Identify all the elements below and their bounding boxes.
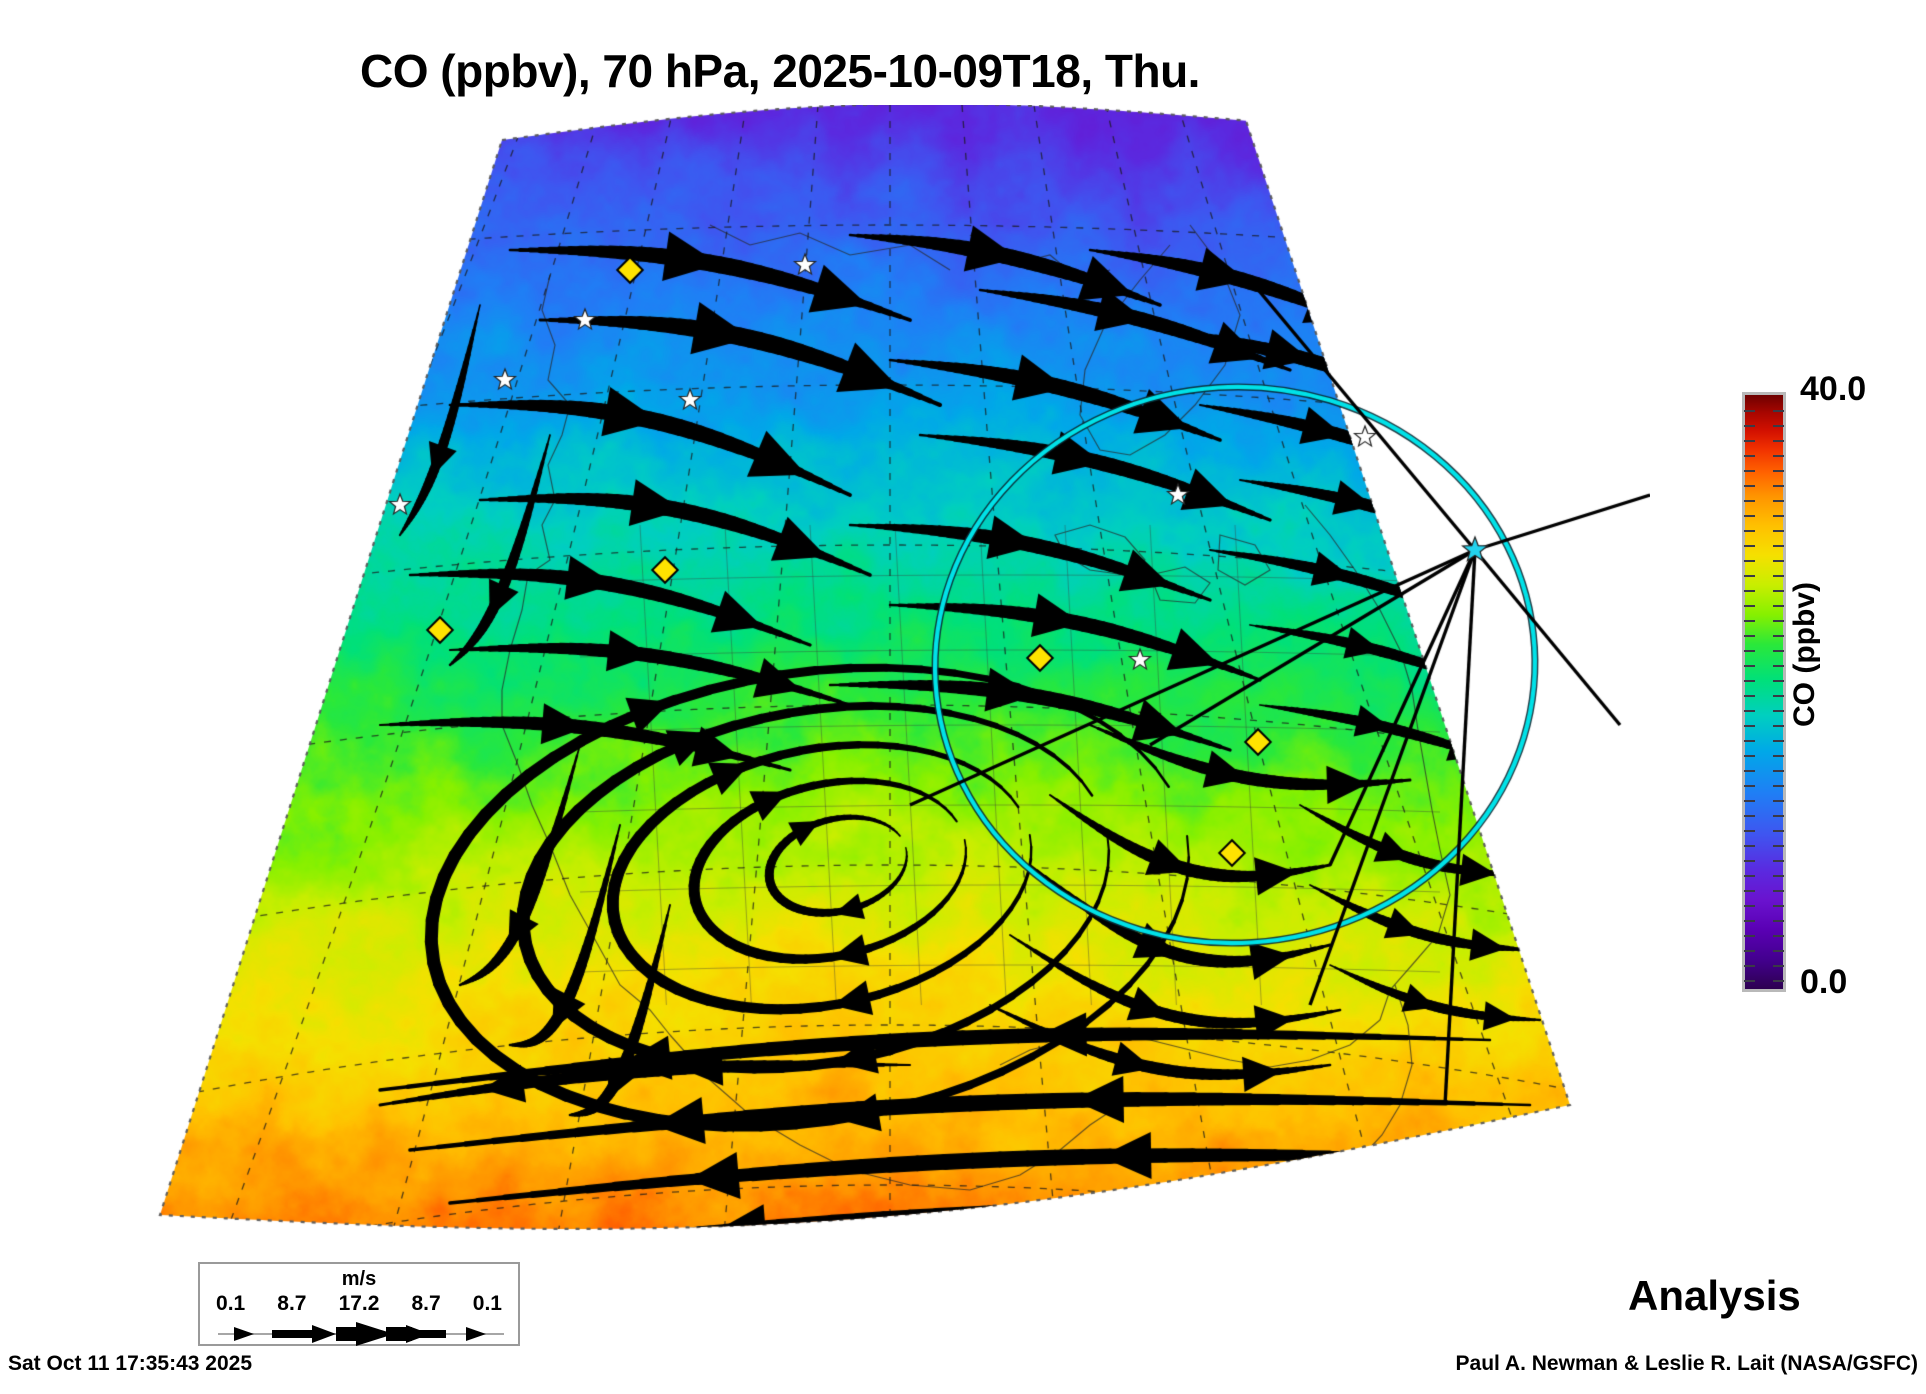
colorbar-tick <box>1773 800 1784 802</box>
wind-legend-value-0: 0.1 <box>216 1292 246 1315</box>
colorbar-tick <box>1773 830 1784 832</box>
colorbar-tick <box>1744 920 1755 922</box>
co-concentration-map[interactable] <box>150 105 1650 1255</box>
colorbar-tick <box>1744 485 1755 487</box>
colorbar-tick <box>1773 545 1784 547</box>
colorbar-tick <box>1773 635 1784 637</box>
colorbar-tick <box>1744 440 1755 442</box>
colorbar-tick <box>1773 485 1784 487</box>
colorbar-tick <box>1773 530 1784 532</box>
colorbar-tick <box>1773 980 1784 982</box>
colorbar-tick <box>1744 755 1755 757</box>
colorbar-tick <box>1773 965 1784 967</box>
colorbar-tick <box>1773 470 1784 472</box>
colorbar-tick <box>1744 905 1755 907</box>
wind-legend-value-4: 0.1 <box>472 1292 502 1315</box>
wind-legend-value-3: 8.7 <box>411 1292 441 1315</box>
wind-legend-unit: m/s <box>341 1268 377 1290</box>
wind-legend-values: 0.1 8.7 17.2 8.7 0.1 <box>200 1292 518 1316</box>
colorbar-tick <box>1773 515 1784 517</box>
colorbar-tick <box>1744 725 1755 727</box>
colorbar-tick <box>1744 650 1755 652</box>
colorbar-tick <box>1744 770 1755 772</box>
colorbar-tick <box>1744 530 1755 532</box>
map-panel[interactable] <box>150 105 1650 1255</box>
colorbar-tick <box>1744 740 1755 742</box>
colorbar-tick <box>1773 890 1784 892</box>
wind-legend-value-1: 8.7 <box>277 1292 307 1315</box>
colorbar-tick <box>1744 785 1755 787</box>
colorbar-min-label: 0.0 <box>1800 963 1848 1001</box>
colorbar-tick <box>1773 920 1784 922</box>
colorbar-tick <box>1773 500 1784 502</box>
colorbar-tick <box>1773 950 1784 952</box>
colorbar-tick <box>1744 980 1755 982</box>
colorbar-tick <box>1744 470 1755 472</box>
colorbar-tick <box>1773 875 1784 877</box>
wind-legend-value-2: 17.2 <box>338 1292 380 1315</box>
colorbar-tick <box>1744 830 1755 832</box>
colorbar-tick <box>1744 665 1755 667</box>
colorbar-tick <box>1744 890 1755 892</box>
colorbar-tick <box>1773 710 1784 712</box>
colorbar-tick <box>1773 860 1784 862</box>
colorbar-max-label: 40.0 <box>1800 370 1867 408</box>
colorbar-tick <box>1744 410 1755 412</box>
colorbar-tick <box>1744 800 1755 802</box>
colorbar-tick <box>1773 695 1784 697</box>
colorbar-tick <box>1773 410 1784 412</box>
colorbar-tick <box>1773 785 1784 787</box>
colorbar-tick <box>1744 575 1755 577</box>
colorbar-tick <box>1744 500 1755 502</box>
colorbar-tick <box>1773 725 1784 727</box>
colorbar-tick <box>1744 590 1755 592</box>
colorbar-tick <box>1773 650 1784 652</box>
colorbar-tick <box>1744 680 1755 682</box>
colorbar-tick <box>1773 740 1784 742</box>
colorbar-tick <box>1744 620 1755 622</box>
colorbar-tick <box>1773 935 1784 937</box>
colorbar-gradient <box>1742 392 1786 992</box>
analysis-label: Analysis <box>1628 1272 1801 1319</box>
colorbar-tick <box>1744 455 1755 457</box>
wind-legend-arrows <box>200 1322 518 1346</box>
colorbar-tick <box>1744 845 1755 847</box>
colorbar <box>1742 392 1786 992</box>
colorbar-tick <box>1773 680 1784 682</box>
generation-timestamp: Sat Oct 11 17:35:43 2025 <box>8 1352 253 1375</box>
colorbar-tick <box>1773 605 1784 607</box>
colorbar-tick <box>1744 635 1755 637</box>
colorbar-tick <box>1773 575 1784 577</box>
colorbar-tick <box>1773 560 1784 562</box>
colorbar-tick <box>1744 950 1755 952</box>
page-title: CO (ppbv), 70 hPa, 2025-10-09T18, Thu. <box>360 45 1200 97</box>
colorbar-tick <box>1744 695 1755 697</box>
colorbar-tick <box>1773 440 1784 442</box>
colorbar-tick <box>1773 770 1784 772</box>
colorbar-tick <box>1744 965 1755 967</box>
colorbar-tick <box>1773 665 1784 667</box>
colorbar-tick <box>1744 560 1755 562</box>
colorbar-tick <box>1744 425 1755 427</box>
colorbar-tick <box>1773 590 1784 592</box>
colorbar-tick <box>1773 905 1784 907</box>
colorbar-tick <box>1773 425 1784 427</box>
colorbar-tick <box>1773 455 1784 457</box>
colorbar-tick <box>1744 935 1755 937</box>
colorbar-tick <box>1744 515 1755 517</box>
colorbar-tick <box>1773 845 1784 847</box>
colorbar-tick <box>1744 605 1755 607</box>
colorbar-tick <box>1744 860 1755 862</box>
colorbar-tick <box>1744 875 1755 877</box>
colorbar-tick <box>1744 710 1755 712</box>
author-credit: Paul A. Newman & Leslie R. Lait (NASA/GS… <box>1455 1352 1918 1375</box>
colorbar-tick <box>1744 545 1755 547</box>
wind-speed-legend: m/s 0.1 8.7 17.2 8.7 0.1 <box>198 1262 520 1346</box>
colorbar-tick <box>1773 755 1784 757</box>
colorbar-axis-label: CO (ppbv) <box>1788 582 1821 727</box>
colorbar-tick <box>1744 815 1755 817</box>
colorbar-tick <box>1773 815 1784 817</box>
colorbar-tick <box>1773 620 1784 622</box>
